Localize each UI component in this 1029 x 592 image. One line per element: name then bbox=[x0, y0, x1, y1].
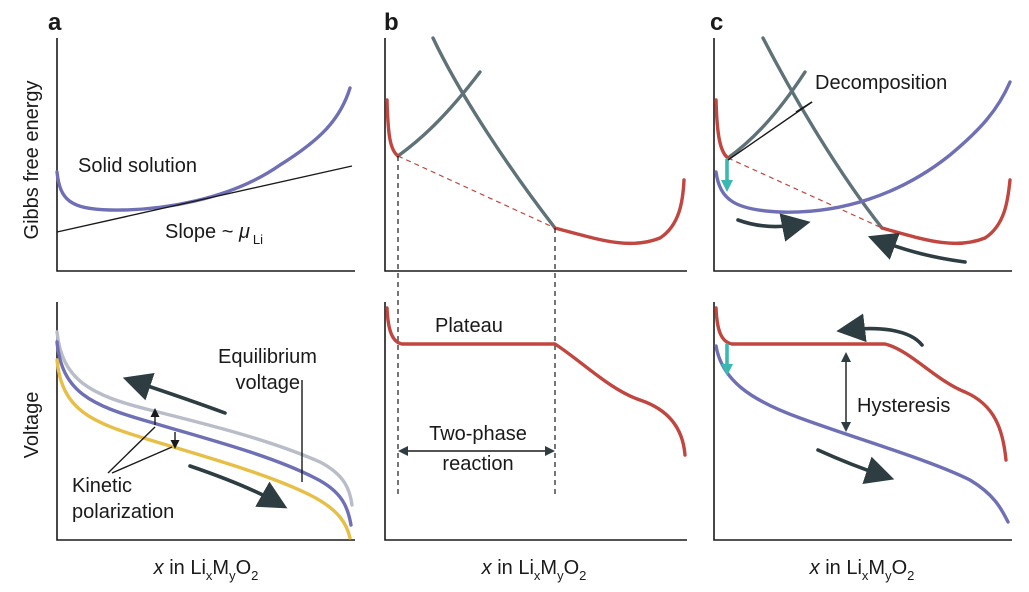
panel-b-letter: b bbox=[384, 9, 399, 36]
discharge-arrow bbox=[188, 464, 288, 509]
kinetic-label-2: polarization bbox=[72, 501, 174, 523]
c-bottom-arrow-left bbox=[836, 313, 924, 347]
kinetic-pointer-1 bbox=[107, 426, 156, 474]
c-top-arrow-right bbox=[736, 213, 811, 242]
panel-a-letter: a bbox=[48, 9, 62, 36]
solid-solution-label: Solid solution bbox=[78, 155, 197, 177]
c-bottom-arrow-right bbox=[816, 448, 895, 484]
c-phase1-red-end bbox=[714, 98, 730, 160]
equilibrium-label-2: voltage bbox=[236, 372, 301, 394]
decomposition-pointer-2 bbox=[795, 101, 813, 113]
panel-a-top-axes bbox=[56, 38, 355, 272]
plateau-voltage-curve bbox=[385, 306, 687, 457]
decomposition-pointer-1 bbox=[727, 101, 813, 161]
c-phase2-curve bbox=[761, 36, 884, 230]
panel-a-x-axis-label: x in LixMyO2 bbox=[153, 557, 259, 583]
panel-b: b Plateau Two-phase reaction x in LixMyO… bbox=[384, 9, 687, 583]
equilibrium-label-1: Equilibrium bbox=[218, 346, 317, 368]
slope-label: Slope ~ μ Li bbox=[165, 221, 263, 247]
panel-b-top-axes bbox=[384, 38, 687, 272]
c-phase1-curve bbox=[726, 70, 807, 160]
charge-arrow bbox=[122, 373, 227, 415]
two-phase-label-1: Two-phase bbox=[429, 423, 527, 445]
equilibrium-voltage-curve bbox=[55, 340, 353, 527]
c-common-tangent bbox=[727, 157, 883, 229]
panel-c-bottom-axes bbox=[713, 302, 1012, 541]
panel-a: a Gibbs free energy Voltage Solid soluti… bbox=[21, 9, 355, 583]
phase2-curve bbox=[431, 36, 557, 230]
panel-c-letter: c bbox=[710, 9, 723, 36]
phase1-curve bbox=[396, 70, 482, 158]
c-discharge-voltage-curve bbox=[714, 344, 1010, 524]
solid-solution-curve bbox=[55, 86, 352, 212]
c-charge-voltage-curve bbox=[714, 306, 1008, 462]
phase2-red-end bbox=[553, 178, 686, 246]
panel-c: c Decomposition Hysteresis x in bbox=[710, 9, 1012, 583]
kinetic-label-1: Kinetic bbox=[72, 475, 132, 497]
panel-c-top-axes bbox=[713, 38, 1012, 272]
tangent-line bbox=[56, 165, 353, 233]
phase1-red-end bbox=[385, 98, 400, 158]
polarized-voltage-curve bbox=[55, 358, 352, 540]
c-top-arrow-left bbox=[867, 232, 967, 264]
two-phase-label-2: reaction bbox=[442, 453, 513, 475]
panel-b-bottom-axes bbox=[384, 302, 687, 541]
y-axis-label-gibbs: Gibbs free energy bbox=[21, 81, 43, 240]
c-phase2-red-end bbox=[880, 178, 1012, 246]
y-axis-label-voltage: Voltage bbox=[21, 392, 43, 459]
common-tangent bbox=[397, 155, 556, 229]
kinetic-pointer-2 bbox=[111, 446, 173, 474]
decomposition-label: Decomposition bbox=[815, 72, 947, 94]
plateau-label: Plateau bbox=[435, 315, 503, 337]
panel-b-x-axis-label: x in LixMyO2 bbox=[481, 557, 587, 583]
c-solid-solution-curve bbox=[714, 80, 1012, 214]
light-voltage-curve bbox=[55, 330, 354, 507]
hysteresis-label: Hysteresis bbox=[857, 395, 950, 417]
panel-c-x-axis-label: x in LixMyO2 bbox=[809, 557, 915, 583]
panel-a-bottom-axes bbox=[56, 302, 355, 541]
